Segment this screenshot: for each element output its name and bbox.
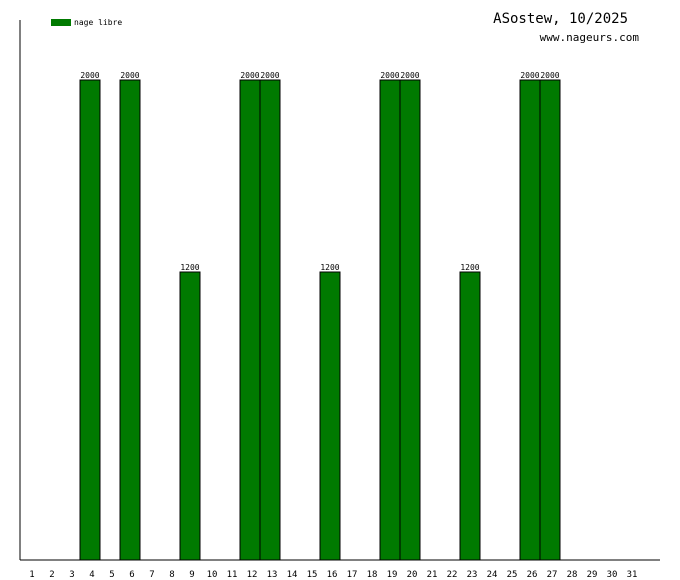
x-tick-label-1: 1 xyxy=(29,570,34,580)
x-tick-label-29: 29 xyxy=(587,570,598,580)
x-tick-label-26: 26 xyxy=(527,570,538,580)
x-tick-label-3: 3 xyxy=(69,570,74,580)
bar-day-5 xyxy=(119,79,141,561)
value-label-day-3: 2000 xyxy=(80,71,99,80)
x-tick-label-4: 4 xyxy=(89,570,94,580)
x-tick-label-14: 14 xyxy=(287,570,298,580)
legend-label-nage-libre: nage libre xyxy=(74,18,122,27)
x-tick-label-15: 15 xyxy=(307,570,318,580)
value-label-day-26: 2000 xyxy=(540,71,559,80)
x-tick-label-6: 6 xyxy=(129,570,134,580)
x-tick-label-23: 23 xyxy=(467,570,478,580)
bar-day-25 xyxy=(519,79,541,561)
x-tick-label-20: 20 xyxy=(407,570,418,580)
bar-day-22 xyxy=(459,271,481,561)
x-tick-label-13: 13 xyxy=(267,570,278,580)
x-tick-label-2: 2 xyxy=(49,570,54,580)
x-tick-label-16: 16 xyxy=(327,570,338,580)
x-tick-label-8: 8 xyxy=(169,570,174,580)
value-label-day-11: 2000 xyxy=(240,71,259,80)
value-label-day-25: 2000 xyxy=(520,71,539,80)
value-label-day-5: 2000 xyxy=(120,71,139,80)
value-label-day-8: 1200 xyxy=(180,263,199,272)
bar-day-11 xyxy=(239,79,261,561)
chart-subtitle: www.nageurs.com xyxy=(540,31,640,44)
value-label-day-19: 2000 xyxy=(400,71,419,80)
x-tick-label-25: 25 xyxy=(507,570,518,580)
chart-title: ASostew, 10/2025 xyxy=(493,11,628,27)
x-tick-label-22: 22 xyxy=(447,570,458,580)
x-tick-label-30: 30 xyxy=(607,570,618,580)
bar-day-12 xyxy=(259,79,281,561)
x-tick-label-21: 21 xyxy=(427,570,438,580)
x-tick-label-9: 9 xyxy=(189,570,194,580)
value-label-day-12: 2000 xyxy=(260,71,279,80)
x-tick-label-10: 10 xyxy=(207,570,218,580)
x-tick-label-11: 11 xyxy=(227,570,238,580)
x-tick-labels-group: 1 2 3 4 5 6 7 8 9 10 11 12 13 14 15 16 17 18 19 20 21 22 23 24 2… xyxy=(29,570,637,580)
bar-day-8 xyxy=(179,271,201,561)
legend-swatch-nage-libre xyxy=(51,19,71,26)
bar-day-15 xyxy=(319,271,341,561)
bar-day-19 xyxy=(399,79,421,561)
x-tick-label-12: 12 xyxy=(247,570,258,580)
bar-day-26 xyxy=(539,79,561,561)
bars-group xyxy=(79,79,561,561)
bar-day-3 xyxy=(79,79,101,561)
x-tick-label-7: 7 xyxy=(149,570,154,580)
value-label-day-15: 1200 xyxy=(320,263,339,272)
bar-day-18 xyxy=(379,79,401,561)
x-tick-label-31: 31 xyxy=(627,570,638,580)
x-tick-label-27: 27 xyxy=(547,570,558,580)
x-tick-label-24: 24 xyxy=(487,570,498,580)
x-tick-label-5: 5 xyxy=(109,570,114,580)
x-tick-label-28: 28 xyxy=(567,570,578,580)
value-label-day-22: 1200 xyxy=(460,263,479,272)
x-tick-label-17: 17 xyxy=(347,570,358,580)
x-tick-label-19: 19 xyxy=(387,570,398,580)
value-label-day-18: 2000 xyxy=(380,71,399,80)
x-tick-label-18: 18 xyxy=(367,570,378,580)
